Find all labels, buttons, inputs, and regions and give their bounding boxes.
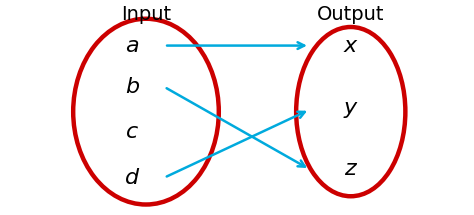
Text: $y$: $y$: [343, 100, 359, 120]
Text: $z$: $z$: [344, 159, 358, 180]
Text: $c$: $c$: [125, 122, 139, 142]
Text: $x$: $x$: [343, 35, 359, 56]
Text: Input: Input: [121, 5, 171, 24]
Text: $b$: $b$: [125, 77, 140, 97]
Text: $a$: $a$: [125, 35, 139, 56]
Text: $d$: $d$: [124, 168, 140, 188]
Text: Output: Output: [317, 5, 384, 24]
